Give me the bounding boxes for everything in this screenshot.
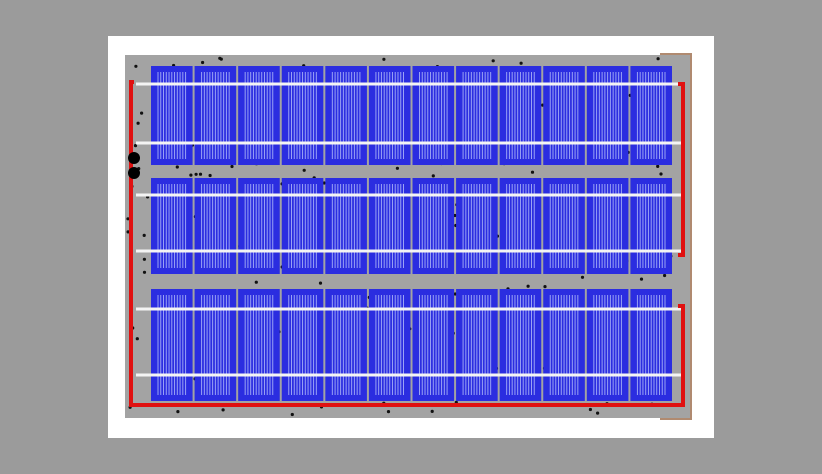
dot <box>382 57 386 61</box>
red-wire-main <box>129 80 685 407</box>
dot <box>302 168 306 172</box>
dot <box>201 60 205 65</box>
dot <box>530 170 535 174</box>
dot <box>135 337 139 341</box>
dot <box>318 281 323 285</box>
dot <box>142 257 146 261</box>
dot <box>189 173 193 177</box>
dot <box>596 411 600 415</box>
dot <box>580 275 585 279</box>
dot <box>430 409 434 413</box>
dot <box>491 59 495 63</box>
dot <box>176 410 180 414</box>
dot <box>136 121 140 125</box>
dot <box>290 412 294 417</box>
bus-bars <box>136 82 683 377</box>
terminal <box>128 152 140 164</box>
dot <box>142 270 147 274</box>
dot <box>126 230 130 234</box>
dot <box>140 111 144 115</box>
dot <box>453 292 457 296</box>
dot <box>659 172 663 176</box>
dot <box>395 166 399 170</box>
dot <box>543 285 547 289</box>
dot <box>194 172 198 176</box>
dot <box>208 173 212 178</box>
dot <box>221 408 225 412</box>
dot <box>453 213 457 218</box>
dot <box>588 407 593 412</box>
dot <box>656 164 660 168</box>
dot <box>519 61 523 65</box>
dot <box>639 277 644 281</box>
dot <box>322 181 326 185</box>
dot <box>431 174 435 178</box>
red-wire-right <box>678 82 685 257</box>
dot <box>219 57 223 61</box>
dot <box>133 144 138 148</box>
dot <box>526 284 530 288</box>
dot <box>134 64 138 68</box>
wiring <box>129 80 685 407</box>
dot <box>198 172 203 176</box>
dot <box>386 410 391 414</box>
dot <box>142 233 146 237</box>
dot <box>126 217 130 221</box>
dot <box>175 165 179 169</box>
dot <box>254 280 258 284</box>
terminal <box>128 167 140 179</box>
dot <box>663 273 667 278</box>
dot <box>656 57 660 61</box>
dot <box>230 164 234 169</box>
